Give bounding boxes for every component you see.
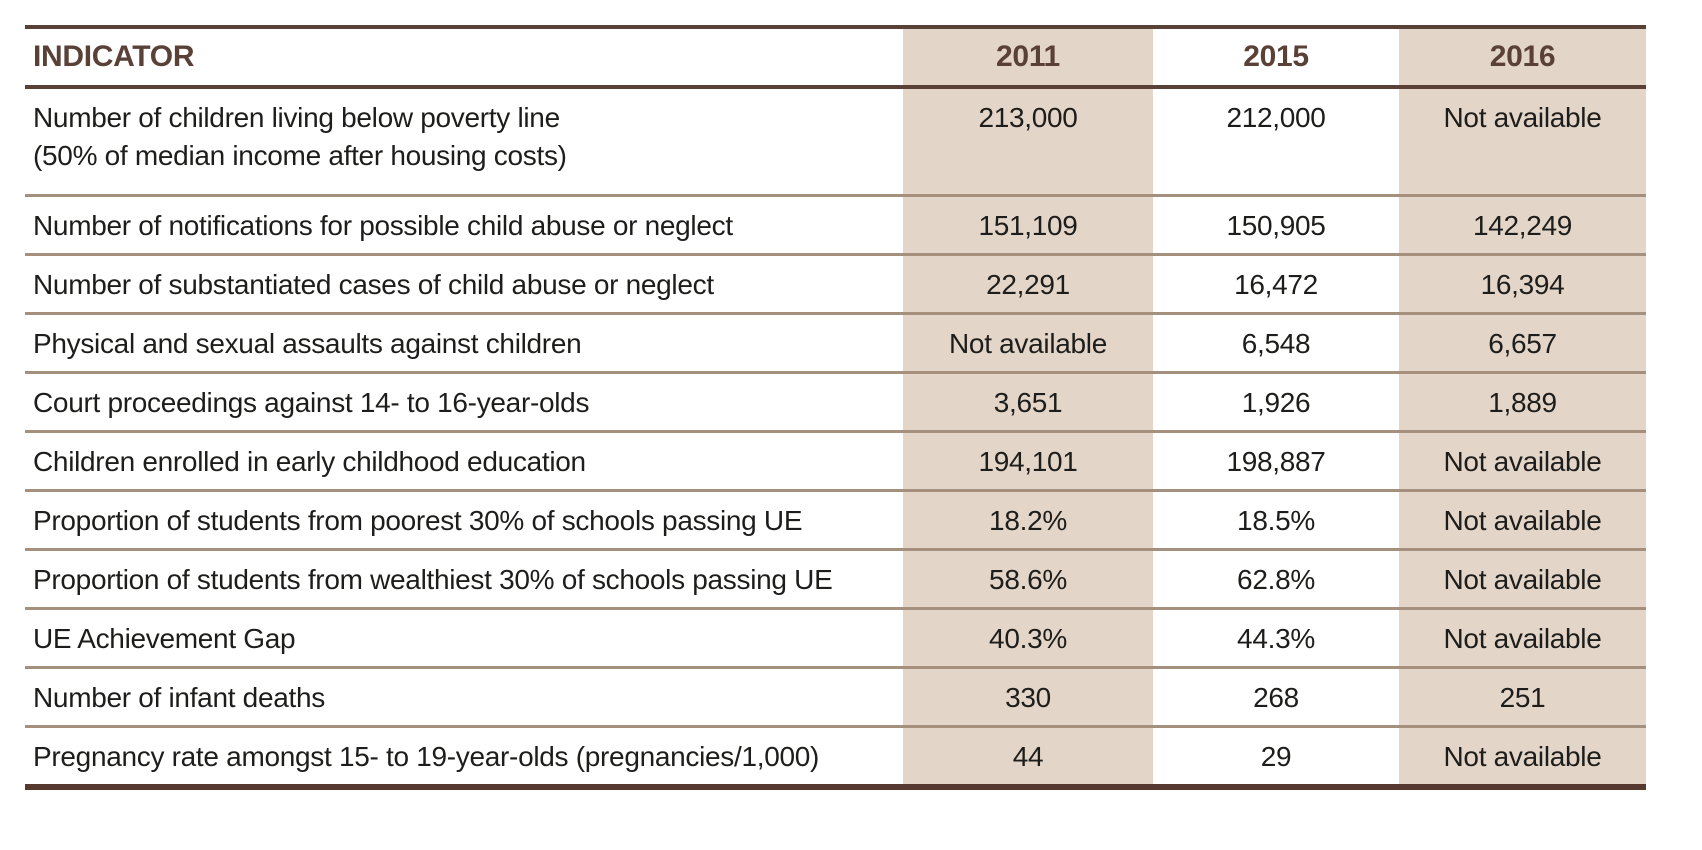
indicator-table: INDICATOR 2011 2015 2016 Number of child… [25,25,1646,790]
value-2011: 330 [903,667,1153,728]
value-2016: Not available [1399,608,1646,669]
header-row: INDICATOR 2011 2015 2016 [25,27,1646,89]
value-2015: 16,472 [1153,254,1399,315]
table-header: INDICATOR 2011 2015 2016 [25,27,1646,89]
indicator-label: Number of children living below poverty … [25,87,903,197]
table-row: Number of notifications for possible chi… [25,195,1646,256]
value-2016: Not available [1399,549,1646,610]
table-row: Children enrolled in early childhood edu… [25,431,1646,492]
indicator-label: UE Achievement Gap [25,608,903,669]
indicator-label: Number of substantiated cases of child a… [25,254,903,315]
indicator-label: Number of infant deaths [25,667,903,728]
indicator-label: Proportion of students from wealthiest 3… [25,549,903,610]
value-2011: 44 [903,726,1153,787]
value-2011: 151,109 [903,195,1153,256]
value-2016: Not available [1399,490,1646,551]
value-2015: 198,887 [1153,431,1399,492]
header-2015: 2015 [1153,27,1399,89]
table-row: Proportion of students from wealthiest 3… [25,549,1646,610]
indicator-label: Pregnancy rate amongst 15- to 19-year-ol… [33,740,820,772]
value-2015: 62.8% [1153,549,1399,610]
value-2015: 29 [1260,740,1292,772]
value-2011: 40.3% [903,608,1153,669]
indicator-label: Children enrolled in early childhood edu… [25,431,903,492]
value-2016: 251 [1399,667,1646,728]
value-2011: 3,651 [903,372,1153,433]
indicator-label: Number of notifications for possible chi… [25,195,903,256]
header-2016: 2016 [1399,27,1646,89]
header-2011: 2011 [903,27,1153,89]
value-2015: 44.3% [1153,608,1399,669]
value-2015: 6,548 [1153,313,1399,374]
value-2016: Not available [1399,87,1646,197]
value-2011: 18.2% [903,490,1153,551]
indicator-label: Proportion of students from poorest 30% … [25,490,903,551]
table-row: Court proceedings against 14- to 16-year… [25,372,1646,433]
value-2011: 58.6% [903,549,1153,610]
value-2016: 16,394 [1399,254,1646,315]
table-row: UE Achievement Gap 40.3% 44.3% Not avail… [25,608,1646,669]
value-2011: 22,291 [903,254,1153,315]
table-row: Number of infant deaths 330 268 251 [25,667,1646,728]
table-row: Number of substantiated cases of child a… [25,254,1646,315]
value-2011: 194,101 [903,431,1153,492]
value-2015: 150,905 [1153,195,1399,256]
value-2015: 268 [1153,667,1399,728]
value-2015: 212,000 [1153,87,1399,197]
value-2015: 1,926 [1153,372,1399,433]
header-indicator: INDICATOR [25,27,903,89]
table-row: Physical and sexual assaults against chi… [25,313,1646,374]
indicator-label: Court proceedings against 14- to 16-year… [25,372,903,433]
indicator-label: Physical and sexual assaults against chi… [25,313,903,374]
value-2016: Not available [1399,726,1646,787]
value-2016: Not available [1399,431,1646,492]
value-2016: 142,249 [1399,195,1646,256]
table-row: Number of children living below poverty … [25,87,1646,197]
value-2016: 1,889 [1399,372,1646,433]
table-row: Proportion of students from poorest 30% … [25,490,1646,551]
value-2011: 213,000 [903,87,1153,197]
value-2016: 6,657 [1399,313,1646,374]
indicator-table-container: INDICATOR 2011 2015 2016 Number of child… [25,25,1646,790]
value-2011: Not available [903,313,1153,374]
table-row: Pregnancy rate amongst 15- to 19-year-ol… [25,726,1646,787]
value-2015: 18.5% [1153,490,1399,551]
table-body: Number of children living below poverty … [25,87,1646,787]
